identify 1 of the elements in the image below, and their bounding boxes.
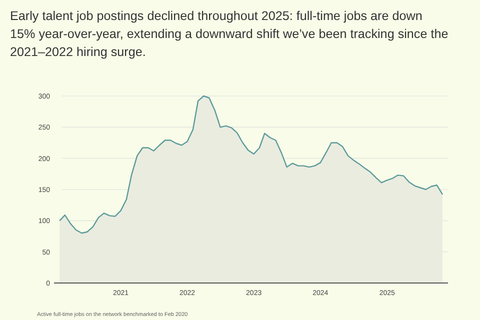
chart-title: Early talent job postings declined throughout 2025: full-time jobs are down 15% year-over-year, extending a downward shift we’ve been tracking since the 2021–2022 hiring surge. [10, 9, 448, 59]
